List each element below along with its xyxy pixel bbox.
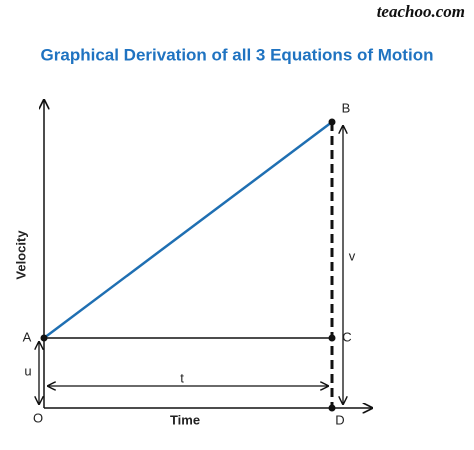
- brand: teachoo.com: [377, 2, 465, 21]
- y-axis-label: Velocity: [13, 230, 28, 280]
- point-label: C: [342, 329, 351, 344]
- point-label: D: [335, 412, 344, 427]
- x-axis-label: Time: [170, 412, 200, 427]
- title: Graphical Derivation of all 3 Equations …: [41, 45, 434, 64]
- point-label: B: [342, 100, 351, 115]
- point-a: [40, 334, 48, 342]
- point-b: [328, 118, 336, 126]
- measure-label: v: [349, 248, 356, 263]
- point-d: [328, 404, 336, 412]
- point-label: O: [33, 410, 43, 425]
- point-c: [328, 334, 336, 342]
- point-label: A: [23, 329, 32, 344]
- measure-label: t: [180, 370, 184, 385]
- measure-label: u: [24, 363, 31, 378]
- velocity-line: [43, 121, 333, 339]
